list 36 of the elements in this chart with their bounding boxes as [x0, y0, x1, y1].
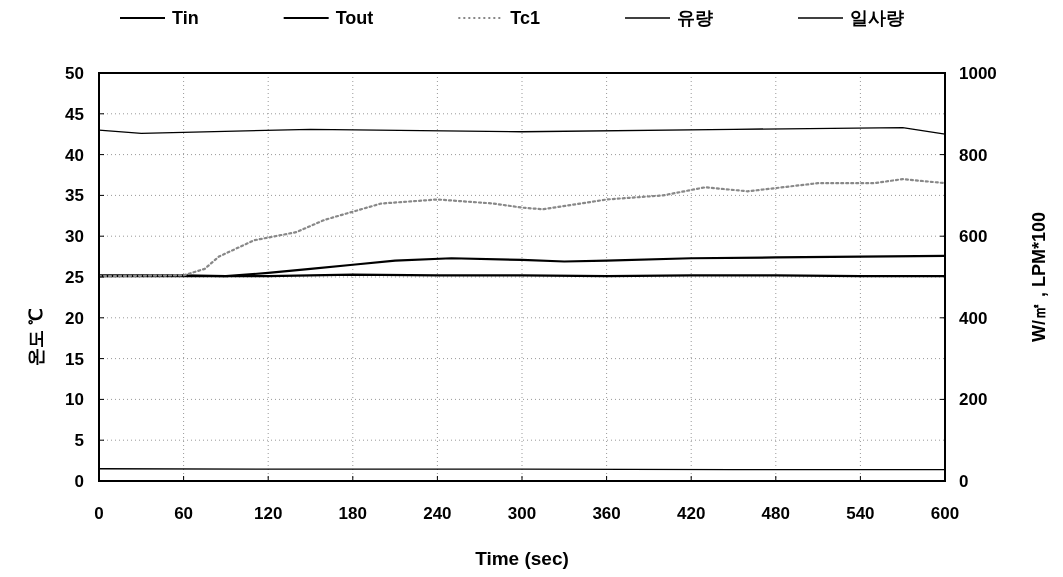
x-tick-label: 240: [423, 504, 452, 523]
y2-tick-label: 200: [959, 390, 988, 410]
legend-label: Tout: [335, 8, 374, 28]
legend-label: Tin: [172, 8, 199, 28]
y-tick-label: 15: [65, 349, 84, 369]
y-tick-label: 0: [74, 472, 84, 491]
y-tick-label: 10: [65, 390, 84, 410]
y-tick-label: 20: [65, 308, 84, 328]
x-tick-label: 360: [592, 504, 621, 523]
legend-label: 유량: [677, 8, 714, 28]
y2-tick-label: 0: [959, 472, 969, 491]
x-tick-label: 120: [254, 504, 283, 523]
x-axis-title: Time (sec): [475, 548, 569, 569]
legend-label: 일사량: [850, 8, 905, 28]
x-tick-label: 0: [94, 504, 104, 523]
y-tick-label: 40: [65, 145, 84, 165]
y-tick-label: 30: [65, 227, 84, 247]
x-tick-label: 480: [761, 504, 790, 523]
x-tick-label: 180: [338, 504, 367, 523]
y2-axis-title: W/㎡ , LPM*100: [1029, 211, 1049, 343]
y2-tick-label: 600: [959, 227, 988, 247]
x-tick-label: 600: [930, 504, 960, 523]
y-axis-title: 온도 ℃: [26, 307, 46, 367]
x-tick-label: 540: [846, 504, 875, 523]
x-tick-label: 420: [677, 504, 706, 523]
x-tick-label: 300: [507, 504, 537, 523]
y-tick-label: 35: [65, 186, 84, 206]
x-tick-label: 60: [174, 504, 194, 523]
y-tick-label: 25: [65, 268, 84, 287]
y-tick-label: 5: [74, 431, 84, 451]
y2-tick-label: 800: [959, 145, 988, 165]
y-tick-label: 45: [65, 104, 84, 124]
y-tick-label: 50: [65, 64, 84, 83]
y2-tick-label: 1000: [959, 64, 997, 83]
legend-label: Tc1: [510, 8, 541, 28]
y2-tick-label: 400: [959, 308, 988, 328]
